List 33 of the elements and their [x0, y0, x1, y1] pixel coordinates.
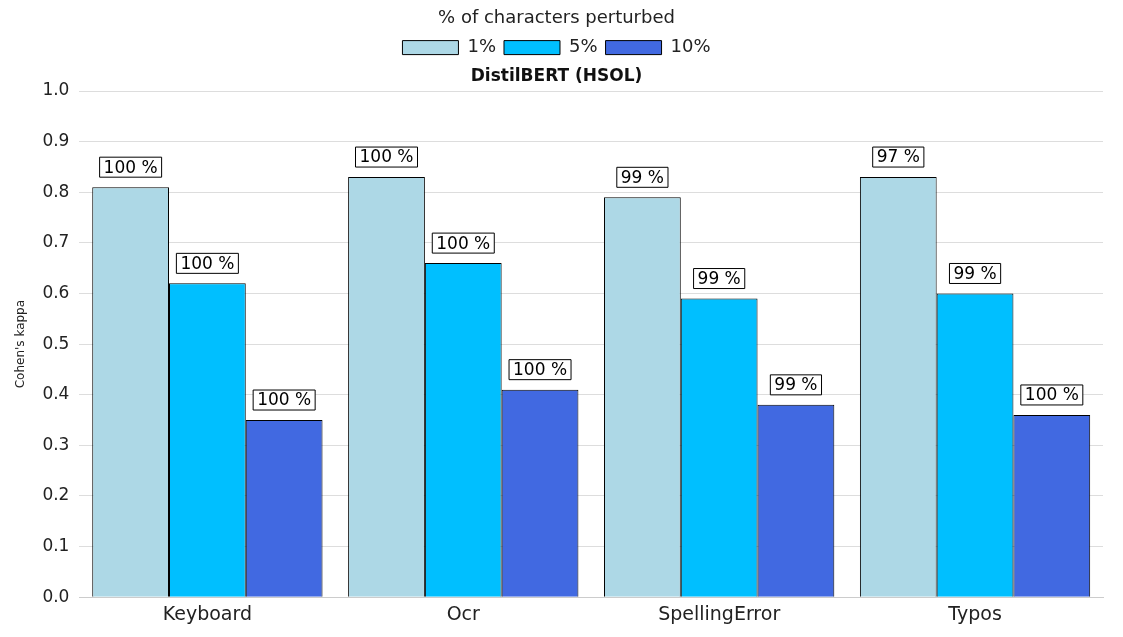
y-tick-label: 0.9: [42, 130, 70, 151]
y-tick-label: 0.5: [42, 332, 70, 353]
annotation: 100 %: [436, 232, 491, 253]
y-tick-label: 0.2: [42, 484, 70, 505]
legend-label: 10%: [670, 35, 711, 57]
y-tick-label: 0.3: [42, 433, 70, 454]
x-tick-label: Ocr: [446, 601, 481, 624]
chart-title: DistilBERT (HSOL): [470, 65, 643, 86]
annotation: 99 %: [774, 374, 818, 395]
y-axis-title: Cohen's kappa: [13, 299, 28, 389]
y-tick-label: 0.6: [42, 281, 70, 302]
x-tick-label: Keyboard: [162, 601, 253, 624]
x-tick-label: Typos: [947, 601, 1002, 624]
y-tick-label: 0.8: [42, 180, 70, 201]
annotation: 99 %: [620, 166, 664, 187]
annotation: 100 %: [1024, 384, 1079, 405]
annotation: 100 %: [257, 389, 312, 410]
annotation: 100 %: [513, 359, 568, 380]
legend-title: % of characters perturbed: [438, 5, 675, 27]
legend-label: 5%: [569, 35, 598, 57]
legend-label: 1%: [467, 35, 496, 57]
annotation: 100 %: [103, 156, 158, 177]
annotation: 99 %: [953, 262, 997, 283]
annotation: 99 %: [697, 267, 741, 288]
y-tick-label: 1.0: [42, 79, 70, 100]
y-tick-label: 0.4: [42, 383, 70, 404]
annotation: 100 %: [180, 252, 235, 273]
annotation: 97 %: [876, 146, 920, 167]
y-tick-label: 0.7: [42, 231, 70, 252]
y-tick-label: 0.0: [42, 585, 70, 606]
x-tick-label: SpellingError: [658, 601, 781, 624]
annotation: 100 %: [359, 146, 414, 167]
y-tick-label: 0.1: [42, 535, 70, 555]
